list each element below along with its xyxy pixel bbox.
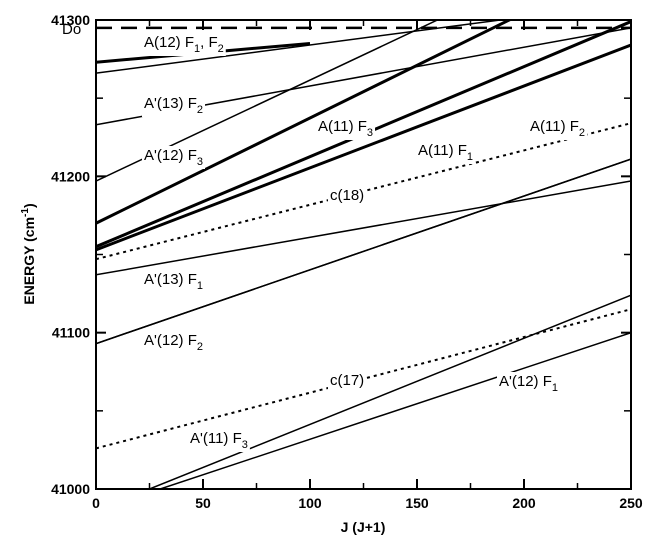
- series-line-11: [96, 308, 631, 450]
- series-label-sub2: 2: [218, 43, 224, 55]
- series-label-tail: , F: [200, 34, 218, 51]
- y-axis-title-sup: -1: [20, 208, 31, 217]
- series-label-bg: [497, 372, 560, 395]
- series-label-bg: [142, 94, 205, 117]
- series-label-main: A(11) F: [418, 142, 467, 159]
- y-tick-label: 41200: [51, 168, 90, 184]
- series-label-bg: [528, 117, 588, 140]
- series-label-sub: 3: [242, 439, 248, 451]
- series-line-12: [149, 294, 631, 489]
- series-label-main: A'(13) F: [144, 271, 197, 288]
- series-label-sub: 3: [367, 127, 373, 139]
- series-label-6: A(11) F1: [418, 142, 473, 163]
- series-label-sub: 1: [197, 280, 203, 292]
- series-label-7: c(18): [330, 187, 364, 204]
- series-label-main: A'(12) F: [144, 332, 197, 349]
- series-label-sub: 2: [197, 104, 203, 116]
- series-label-sub: 1: [194, 43, 200, 55]
- y-tick-label: 41000: [51, 481, 90, 497]
- y-tick-label: 41300: [51, 12, 90, 28]
- series-label-bg: [142, 146, 205, 169]
- y-axis-title-main: ENERGY (cm: [21, 217, 37, 305]
- series-label-main: c(17): [330, 372, 364, 389]
- y-axis-title: ENERGY (cm-1): [20, 203, 37, 304]
- series-line-10: [96, 158, 631, 345]
- series-label-8: A'(13) F1: [144, 271, 203, 292]
- series-label-main: A'(12) F: [144, 147, 197, 164]
- x-tick-label: 0: [92, 495, 100, 511]
- series-label-sub: 2: [197, 341, 203, 353]
- series-label-bg: [416, 141, 476, 164]
- series-line-6: [96, 43, 631, 252]
- series-label-bg: [328, 371, 367, 390]
- series-label-main: A(11) F: [530, 118, 579, 135]
- series-label-4: A(11) F3: [318, 118, 373, 139]
- series-label-5: A(11) F2: [530, 118, 585, 139]
- dissociation-limit-label: Do: [62, 21, 81, 38]
- series-label-12: A'(11) F3: [190, 430, 248, 451]
- series-label-0: A(12) F1, F2: [144, 34, 224, 55]
- series-line-8: [96, 180, 631, 276]
- series-label-main: A'(11) F: [190, 430, 242, 447]
- series-label-bg: [142, 331, 205, 354]
- x-tick-label: 200: [512, 495, 536, 511]
- series-label-13: A'(12) F1: [499, 373, 558, 394]
- series-label-3: A'(12) F3: [144, 147, 203, 168]
- series-line-13: [159, 331, 631, 489]
- series-label-11: c(17): [330, 372, 364, 389]
- series-label-sub: 2: [579, 127, 585, 139]
- series-label-10: A'(12) F2: [144, 332, 203, 353]
- series-label-bg: [316, 117, 376, 140]
- series-label-bg: [142, 270, 205, 293]
- series-label-main: A'(12) F: [499, 373, 552, 390]
- x-tick-label: 50: [195, 495, 211, 511]
- series-line-7: [96, 122, 631, 261]
- series-label-bg: [142, 33, 226, 56]
- series-label-main: A(11) F: [318, 118, 367, 135]
- x-tick-label: 250: [619, 495, 643, 511]
- x-axis-title: J (J+1): [341, 519, 386, 535]
- series-label-sub: 1: [552, 382, 558, 394]
- x-tick-label: 150: [405, 495, 429, 511]
- x-tick-label: 100: [298, 495, 322, 511]
- series-label-bg: [188, 429, 250, 452]
- series-line-4: [96, 20, 513, 225]
- series-label-main: A(12) F: [144, 34, 194, 51]
- series-label-main: A'(13) F: [144, 95, 197, 112]
- series-line-1: [96, 20, 506, 74]
- series-label-main: c(18): [330, 187, 364, 204]
- series-label-bg: [328, 186, 367, 205]
- series-label-1: A'(13) F2: [144, 95, 203, 116]
- series-label-sub: 3: [197, 156, 203, 168]
- series-label-sub: 1: [467, 151, 473, 163]
- y-axis-title-end: ): [21, 203, 37, 208]
- y-tick-label: 41100: [52, 325, 90, 341]
